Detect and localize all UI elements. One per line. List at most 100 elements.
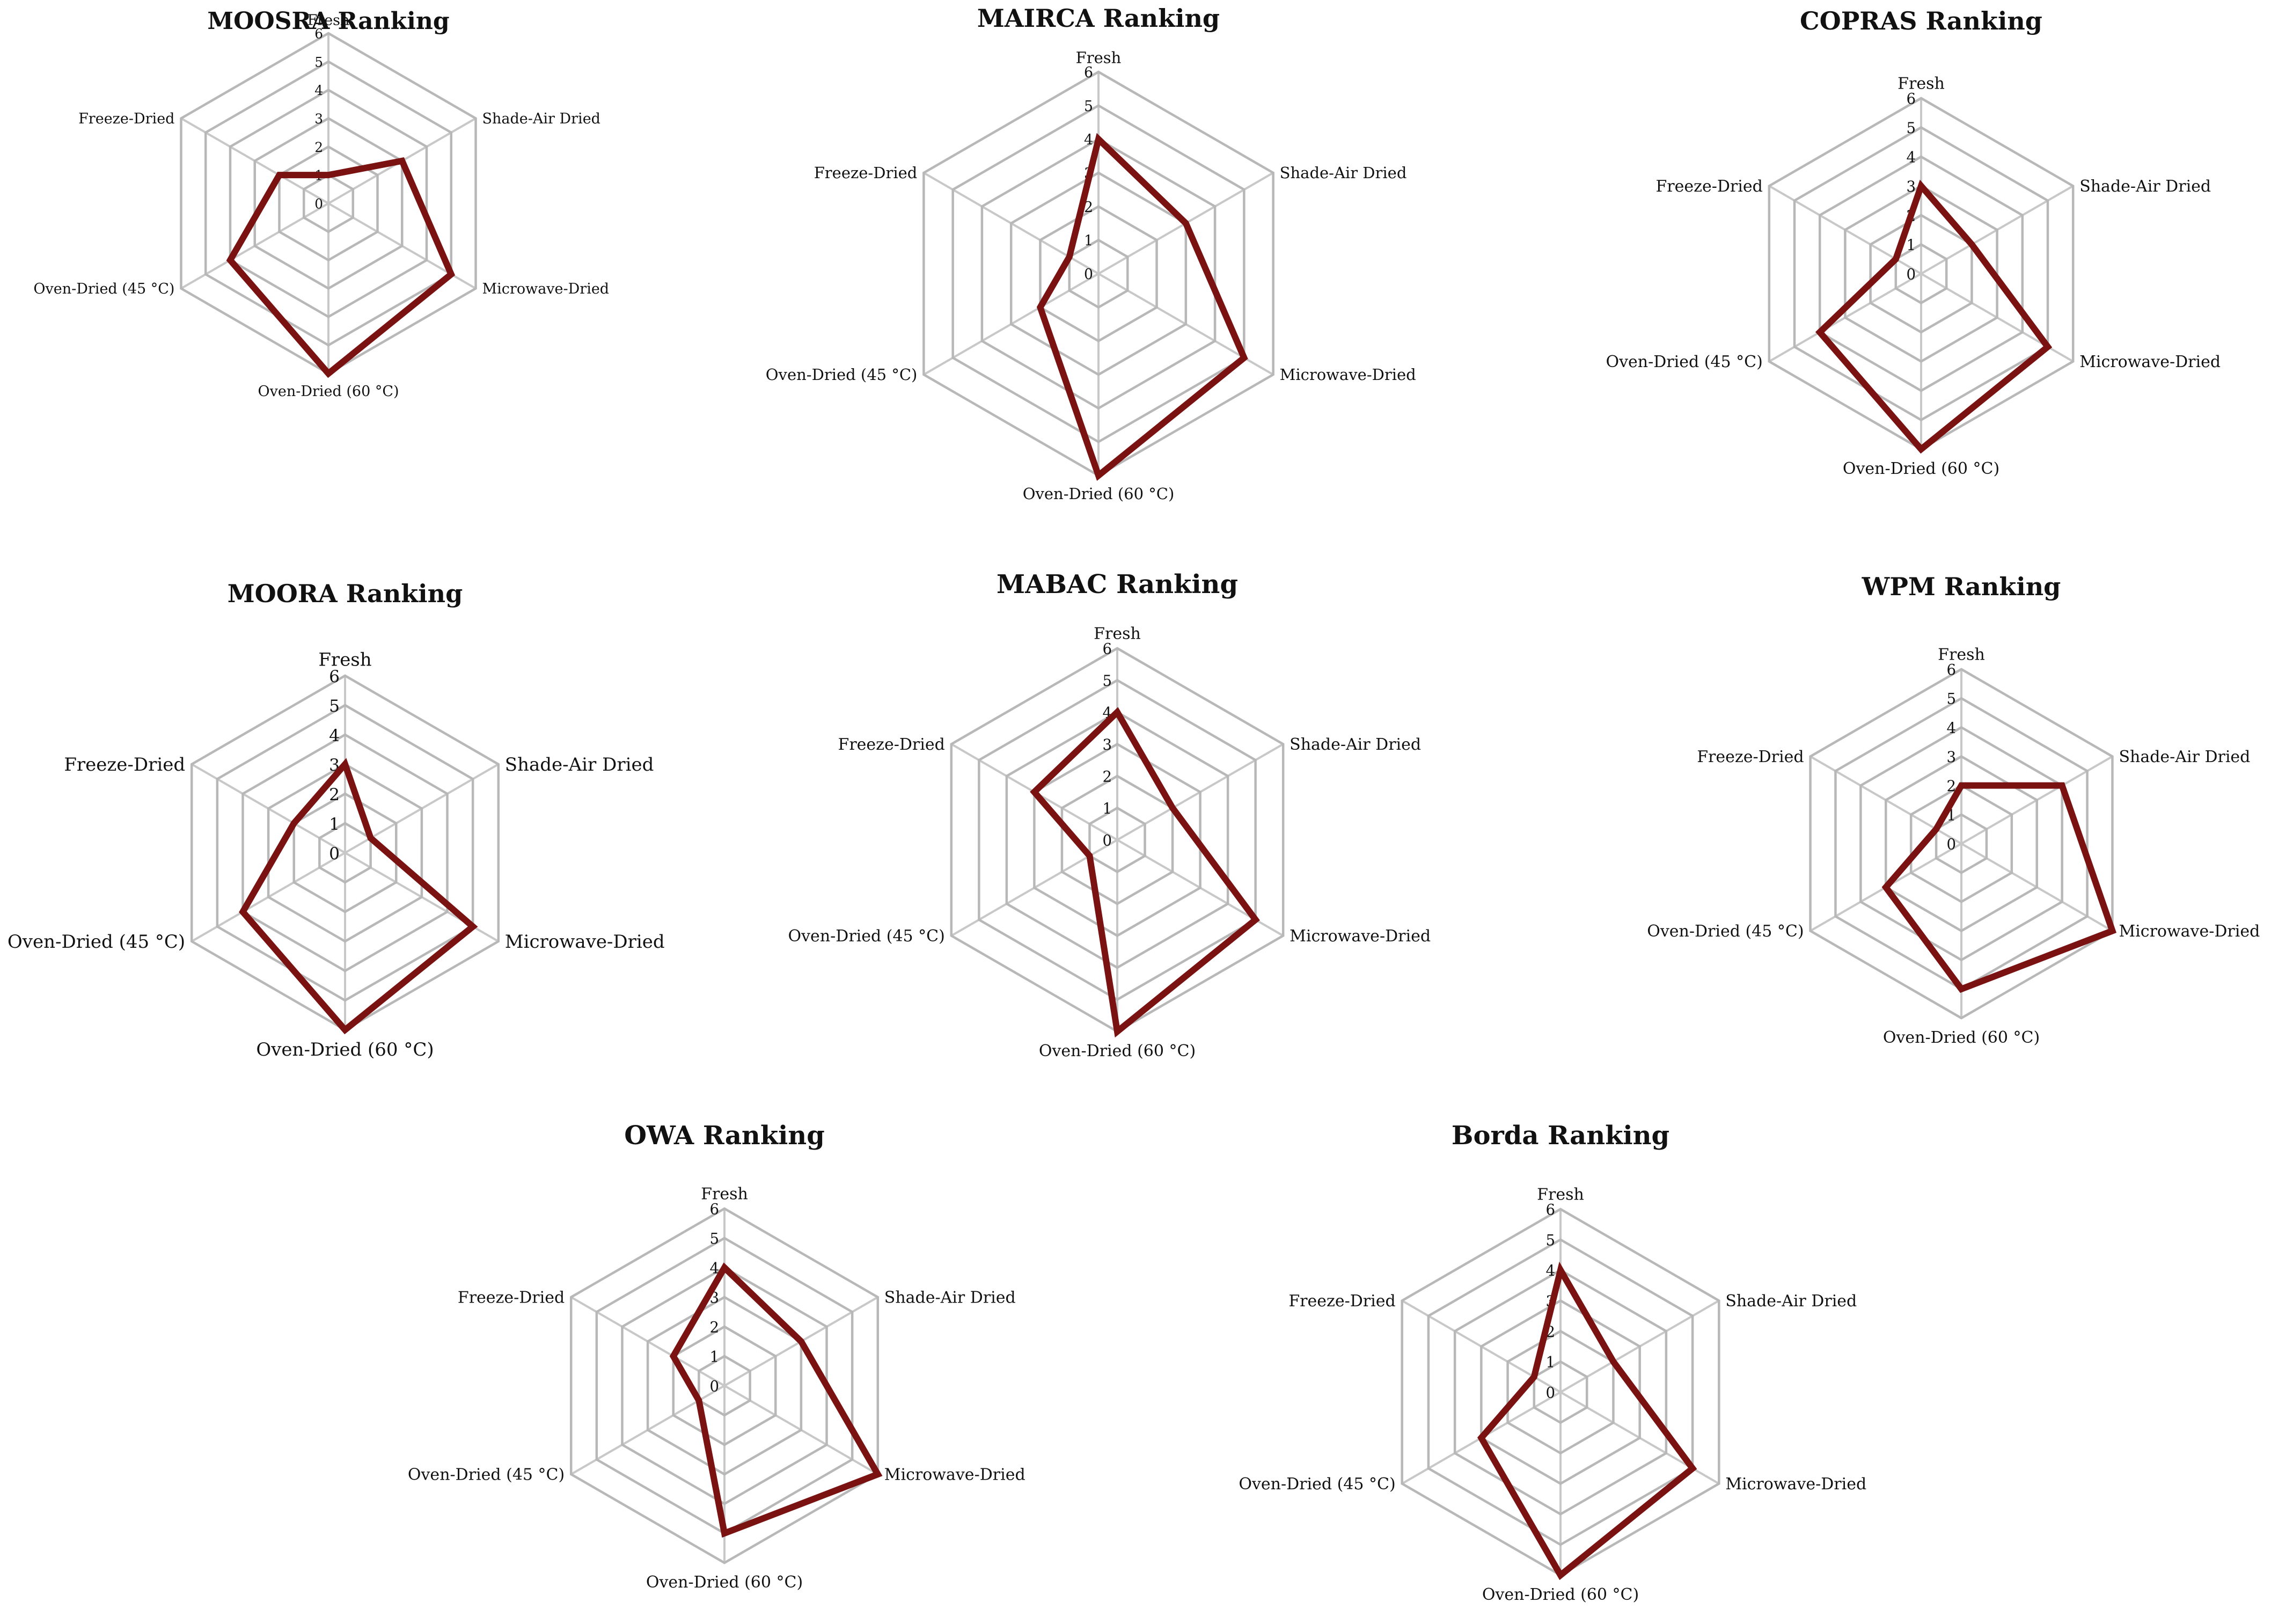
tick-label: 0 <box>1946 836 1956 853</box>
tick-label: 1 <box>329 815 340 834</box>
category-label-microwave-dried: Microwave-Dried <box>1280 365 1416 384</box>
data-point-microwave-dried <box>1243 356 1246 359</box>
grid-ring-4 <box>980 137 1217 410</box>
tick-label: 4 <box>1084 131 1093 148</box>
data-point-oven-dried-60-c <box>1920 448 1922 450</box>
data-point-oven-dried-60-c <box>1559 1574 1562 1576</box>
data-point-oven-dried-45-c <box>229 259 231 261</box>
category-label-shade-air-dried: Shade-Air Dried <box>505 754 654 776</box>
tick-label: 5 <box>1545 1231 1555 1249</box>
tick-label: 3 <box>1102 736 1112 754</box>
category-label-freeze-dried: Freeze-Dried <box>64 754 185 776</box>
data-point-microwave-dried <box>1691 1467 1694 1470</box>
tick-label: 4 <box>314 83 323 98</box>
category-label-oven-dried-45-c: Oven-Dried (45 °C) <box>1606 353 1762 371</box>
data-point-shade-air-dried <box>1184 222 1187 224</box>
category-label-oven-dried-45-c: Oven-Dried (45 °C) <box>1239 1475 1395 1494</box>
grid-ring-4 <box>1818 155 2024 392</box>
moosra-ranking-series-line <box>226 157 456 378</box>
tick-label: 0 <box>1545 1384 1555 1402</box>
category-label-shade-air-dried: Shade-Air Dried <box>884 1289 1016 1307</box>
chart-title: MOOSRA Ranking <box>207 8 449 35</box>
tick-label: 5 <box>1102 672 1112 690</box>
chart-title: MOORA Ranking <box>228 579 463 608</box>
data-point-freeze-dried <box>1533 1376 1535 1378</box>
data-point-oven-dried-60-c <box>327 372 329 375</box>
category-label-oven-dried-60-c: Oven-Dried (60 °C) <box>1883 1028 2040 1047</box>
tick-label: 2 <box>1102 768 1112 786</box>
data-point-shade-air-dried <box>1970 243 1973 246</box>
category-label-microwave-dried: Microwave-Dried <box>884 1466 1025 1484</box>
tick-label: 1 <box>1545 1354 1555 1371</box>
category-label-oven-dried-60-c: Oven-Dried (60 °C) <box>1023 485 1175 503</box>
grid-ring-5 <box>216 704 474 1002</box>
data-point-shade-air-dried <box>369 837 372 839</box>
data-point-oven-dried-45-c <box>1480 1437 1483 1439</box>
tick-label: 0 <box>1102 832 1112 850</box>
tick-label: 0 <box>314 196 323 211</box>
tick-label: 6 <box>1946 661 1956 679</box>
data-point-oven-dried-45-c <box>1088 854 1091 857</box>
category-label-freeze-dried: Freeze-Dried <box>814 164 918 182</box>
category-label-shade-air-dried: Shade-Air Dried <box>1290 735 1421 754</box>
category-label-freeze-dried: Freeze-Dried <box>78 111 174 127</box>
tick-label: 5 <box>1906 119 1916 137</box>
data-point-fresh <box>1116 711 1118 713</box>
category-label-microwave-dried: Microwave-Dried <box>482 281 610 297</box>
category-label-fresh: Fresh <box>701 1184 748 1203</box>
grid-ring-1 <box>1088 806 1146 874</box>
category-label-shade-air-dried: Shade-Air Dried <box>1725 1292 1857 1311</box>
tick-label: 6 <box>1906 90 1916 108</box>
category-label-fresh: Fresh <box>1898 74 1945 93</box>
category-label-microwave-dried: Microwave-Dried <box>1290 927 1431 946</box>
category-label-oven-dried-60-c: Oven-Dried (60 °C) <box>1039 1042 1196 1060</box>
tick-label: 5 <box>329 697 340 716</box>
data-point-oven-dried-45-c <box>1819 331 1821 333</box>
tick-label: 2 <box>1084 199 1093 216</box>
category-label-oven-dried-60-c: Oven-Dried (60 °C) <box>256 1039 434 1060</box>
data-point-shade-air-dried <box>401 159 404 162</box>
category-label-oven-dried-60-c: Oven-Dried (60 °C) <box>1482 1585 1639 1604</box>
category-label-freeze-dried: Freeze-Dried <box>1655 177 1762 196</box>
category-label-freeze-dried: Freeze-Dried <box>458 1289 565 1307</box>
tick-label: 6 <box>1102 640 1112 658</box>
category-label-oven-dried-45-c: Oven-Dried (45 °C) <box>8 931 185 953</box>
data-point-microwave-dried <box>2046 346 2049 348</box>
grid-ring-4 <box>229 89 428 318</box>
category-label-fresh: Fresh <box>307 12 350 29</box>
data-point-shade-air-dried <box>2061 784 2063 787</box>
data-point-microwave-dried <box>876 1473 879 1475</box>
tick-label: 0 <box>1084 266 1093 283</box>
tick-label: 0 <box>329 844 340 864</box>
grid-ring-3 <box>267 763 423 943</box>
category-label-fresh: Fresh <box>318 649 371 670</box>
category-label-freeze-dried: Freeze-Dried <box>1288 1292 1395 1311</box>
category-label-shade-air-dried: Shade-Air Dried <box>2079 177 2211 196</box>
category-label-oven-dried-45-c: Oven-Dried (45 °C) <box>788 927 945 946</box>
data-point-oven-dried-60-c <box>1097 474 1100 477</box>
tick-label: 0 <box>709 1378 719 1395</box>
tick-label: 1 <box>1102 800 1112 817</box>
data-point-oven-dried-60-c <box>723 1532 726 1534</box>
grid-ring-5 <box>1427 1238 1694 1546</box>
tick-label: 1 <box>1906 236 1916 254</box>
tick-label: 2 <box>1946 777 1956 795</box>
category-label-oven-dried-45-c: Oven-Dried (45 °C) <box>33 281 174 297</box>
category-label-microwave-dried: Microwave-Dried <box>505 931 665 953</box>
data-point-fresh <box>327 174 329 177</box>
category-label-oven-dried-45-c: Oven-Dried (45 °C) <box>1647 922 1804 941</box>
chart-title: MAIRCA Ranking <box>977 4 1220 33</box>
category-label-oven-dried-60-c: Oven-Dried (60 °C) <box>646 1573 803 1592</box>
data-point-oven-dried-45-c <box>241 911 244 913</box>
data-point-freeze-dried <box>672 1355 675 1357</box>
category-label-fresh: Fresh <box>1076 49 1122 67</box>
data-point-fresh <box>1559 1269 1562 1271</box>
